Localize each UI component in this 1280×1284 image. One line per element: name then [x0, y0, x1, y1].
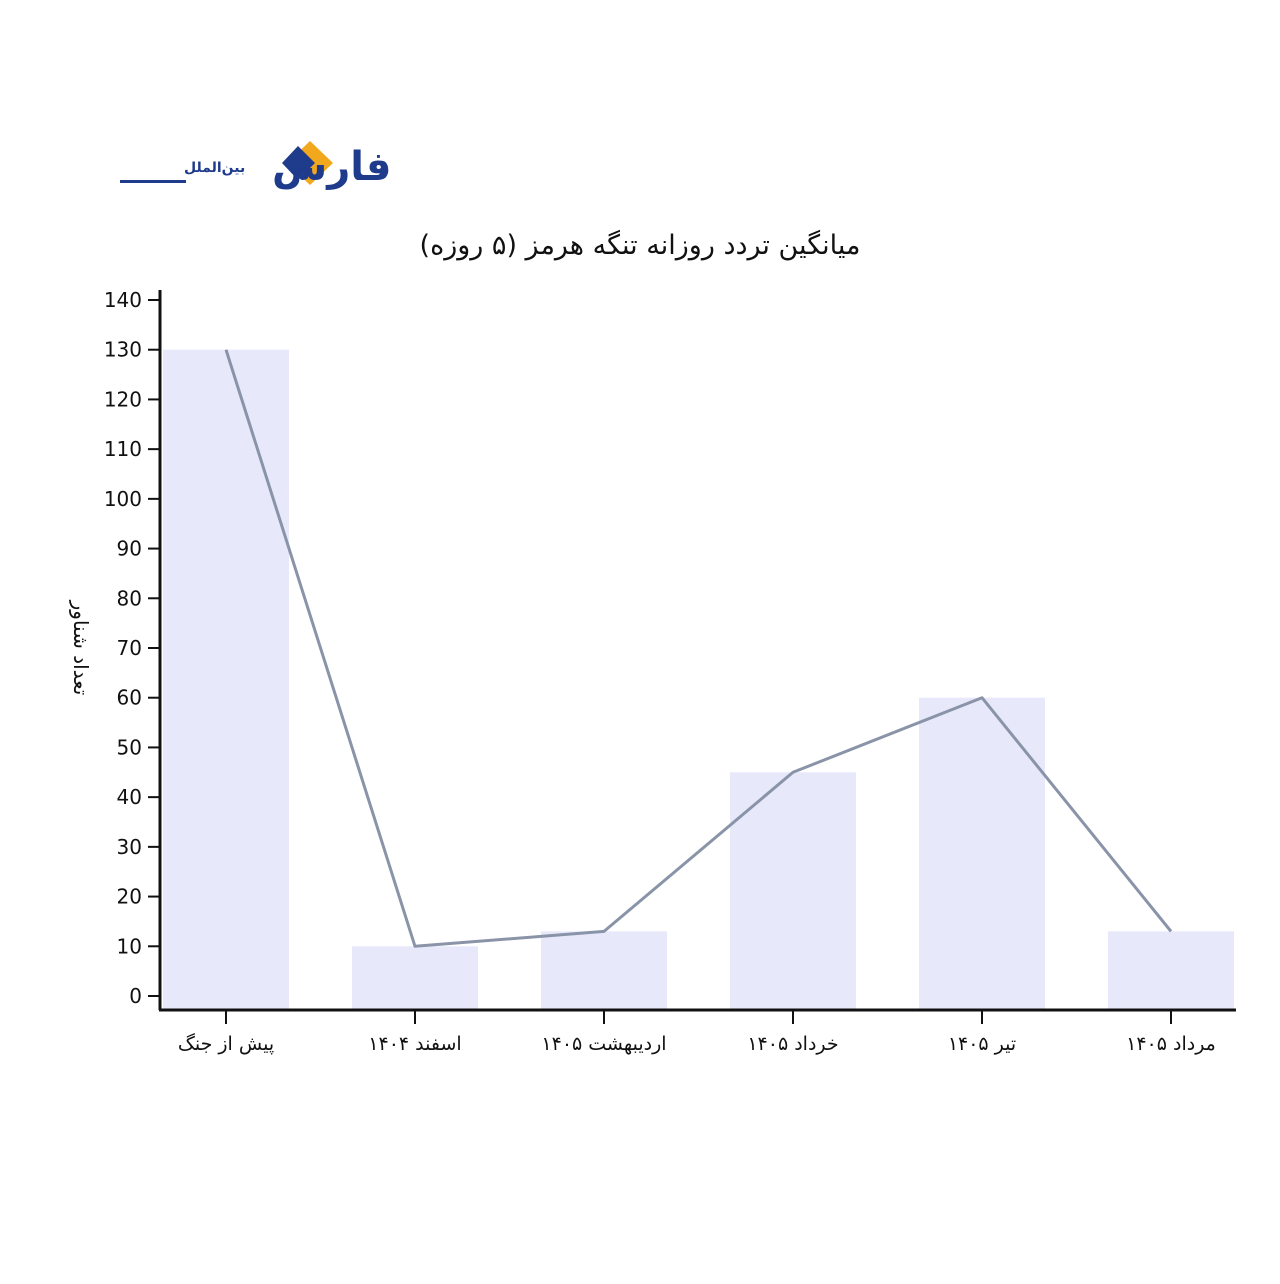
y-tick-label-90: 90	[117, 537, 142, 561]
y-axis-title: تعداد شناور	[69, 600, 93, 696]
bar-1	[352, 946, 478, 1010]
brand-logo: فارس بین‌الملل	[120, 141, 391, 190]
chart-title: میانگین تردد روزانه تنگه هرمز (۵ روزه)	[420, 229, 861, 261]
x-tick-label-0: پیش از جنگ	[178, 1033, 274, 1055]
x-tick-label-5: مرداد ۱۴۰۵	[1126, 1033, 1216, 1055]
bar-4	[919, 697, 1045, 1010]
y-ticks-layer: 0 10 20 30 40 50 60 70 80 90 100 110 120 130 140	[104, 288, 160, 1008]
y-tick-label-110: 110	[104, 437, 142, 461]
y-tick-label-50: 50	[117, 735, 142, 759]
y-tick-label-70: 70	[117, 636, 142, 660]
bar-5	[1108, 931, 1234, 1010]
bar-2	[541, 931, 667, 1010]
bar-3	[730, 772, 856, 1010]
bar-0	[163, 349, 289, 1010]
x-ticks-layer: پیش از جنگ اسفند ۱۴۰۴ اردیبهشت ۱۴۰۵ خرداد ۱…	[178, 1010, 1216, 1055]
y-tick-label-0: 0	[129, 984, 142, 1008]
x-tick-label-3: خرداد ۱۴۰۵	[747, 1033, 838, 1055]
brand-underline	[120, 180, 186, 183]
y-tick-label-10: 10	[117, 934, 142, 958]
y-tick-label-60: 60	[117, 686, 142, 710]
x-tick-label-1: اسفند ۱۴۰۴	[368, 1033, 461, 1055]
y-tick-label-140: 140	[104, 288, 142, 312]
axes-layer	[158, 290, 1236, 1012]
y-tick-label-30: 30	[117, 835, 142, 859]
y-tick-label-120: 120	[104, 387, 142, 411]
y-tick-label-130: 130	[104, 338, 142, 362]
y-tick-label-40: 40	[117, 785, 142, 809]
y-tick-label-80: 80	[117, 586, 142, 610]
y-tick-label-100: 100	[104, 487, 142, 511]
x-tick-label-2: اردیبهشت ۱۴۰۵	[541, 1033, 666, 1055]
x-tick-label-4: تیر ۱۴۰۵	[948, 1033, 1016, 1055]
line-layer	[224, 349, 1173, 948]
brand-name: فارس	[272, 144, 391, 190]
y-tick-label-20: 20	[117, 885, 142, 909]
bars-layer	[163, 349, 1234, 1010]
series-line	[224, 349, 1173, 948]
brand-sub: بین‌الملل	[184, 160, 245, 176]
diamond-logo-icon	[282, 141, 333, 185]
